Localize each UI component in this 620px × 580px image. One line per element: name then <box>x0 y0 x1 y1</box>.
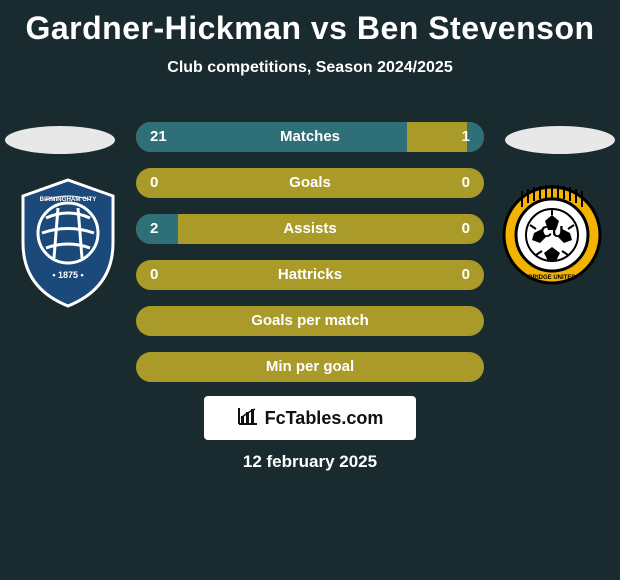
svg-text:• 1875 •: • 1875 • <box>52 270 83 280</box>
stat-row: 211Matches <box>136 122 484 152</box>
club-crest-right: CU BRIDGE UNITED <box>502 185 602 285</box>
svg-text:BIRMINGHAM CITY: BIRMINGHAM CITY <box>40 196 98 203</box>
stat-label: Goals per match <box>136 306 484 336</box>
club-crest-left: • 1875 • BIRMINGHAM CITY <box>18 178 118 308</box>
stat-row: Min per goal <box>136 352 484 382</box>
player-right-oval <box>505 126 615 154</box>
stat-label: Goals <box>136 168 484 198</box>
brand-chart-icon <box>237 406 259 431</box>
stat-label: Matches <box>136 122 484 152</box>
stat-label: Min per goal <box>136 352 484 382</box>
stat-row: 20Assists <box>136 214 484 244</box>
player-left-oval <box>5 126 115 154</box>
stat-row: 00Goals <box>136 168 484 198</box>
brand-text: FcTables.com <box>265 408 384 429</box>
stat-label: Hattricks <box>136 260 484 290</box>
brand-box: FcTables.com <box>204 396 416 440</box>
page-title: Gardner-Hickman vs Ben Stevenson <box>0 0 620 47</box>
stat-label: Assists <box>136 214 484 244</box>
svg-text:BRIDGE UNITED: BRIDGE UNITED <box>528 275 576 281</box>
stat-row: 00Hattricks <box>136 260 484 290</box>
date-text: 12 february 2025 <box>0 452 620 472</box>
stat-row: Goals per match <box>136 306 484 336</box>
stats-container: 211Matches 00Goals 20Assists 00Hattricks Goa… <box>136 122 484 398</box>
subtitle: Club competitions, Season 2024/2025 <box>0 59 620 77</box>
svg-text:CU: CU <box>540 224 563 241</box>
